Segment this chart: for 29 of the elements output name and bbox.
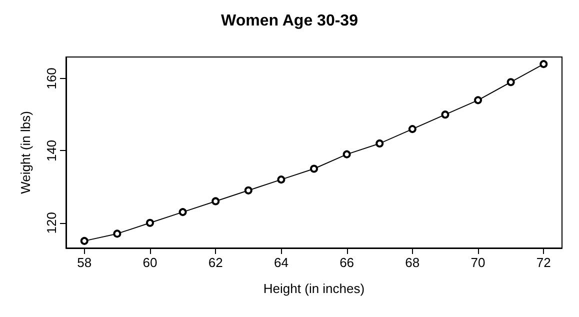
x-tick-label: 64 bbox=[274, 255, 288, 270]
point bbox=[212, 197, 220, 206]
point bbox=[441, 110, 450, 119]
x-tick-label: 68 bbox=[405, 255, 420, 270]
y-axis-title: Weight (in lbs) bbox=[18, 111, 33, 194]
point bbox=[540, 60, 548, 68]
x-tick-label: 70 bbox=[470, 255, 486, 270]
point bbox=[113, 230, 122, 238]
y-tick-label: 140 bbox=[44, 140, 59, 162]
x-tick-label: 58 bbox=[77, 255, 92, 270]
x-tick-label: 72 bbox=[536, 255, 551, 270]
x-axis-title: Height (in inches) bbox=[263, 281, 365, 296]
point bbox=[376, 139, 384, 148]
point bbox=[310, 164, 318, 173]
x-tick-label: 60 bbox=[142, 255, 158, 270]
x-tick-label: 62 bbox=[208, 255, 223, 270]
y-tick-label: 120 bbox=[44, 212, 59, 234]
point bbox=[474, 96, 482, 104]
y-tick-label: 160 bbox=[44, 68, 59, 90]
point bbox=[506, 78, 515, 86]
chart-title: Women Age 30-39 bbox=[221, 12, 358, 30]
point bbox=[178, 208, 187, 216]
point bbox=[146, 218, 154, 227]
point bbox=[244, 186, 252, 194]
point bbox=[277, 176, 286, 184]
point bbox=[342, 150, 351, 158]
x-tick-label: 66 bbox=[340, 255, 354, 270]
point bbox=[408, 125, 416, 134]
point bbox=[80, 236, 88, 245]
